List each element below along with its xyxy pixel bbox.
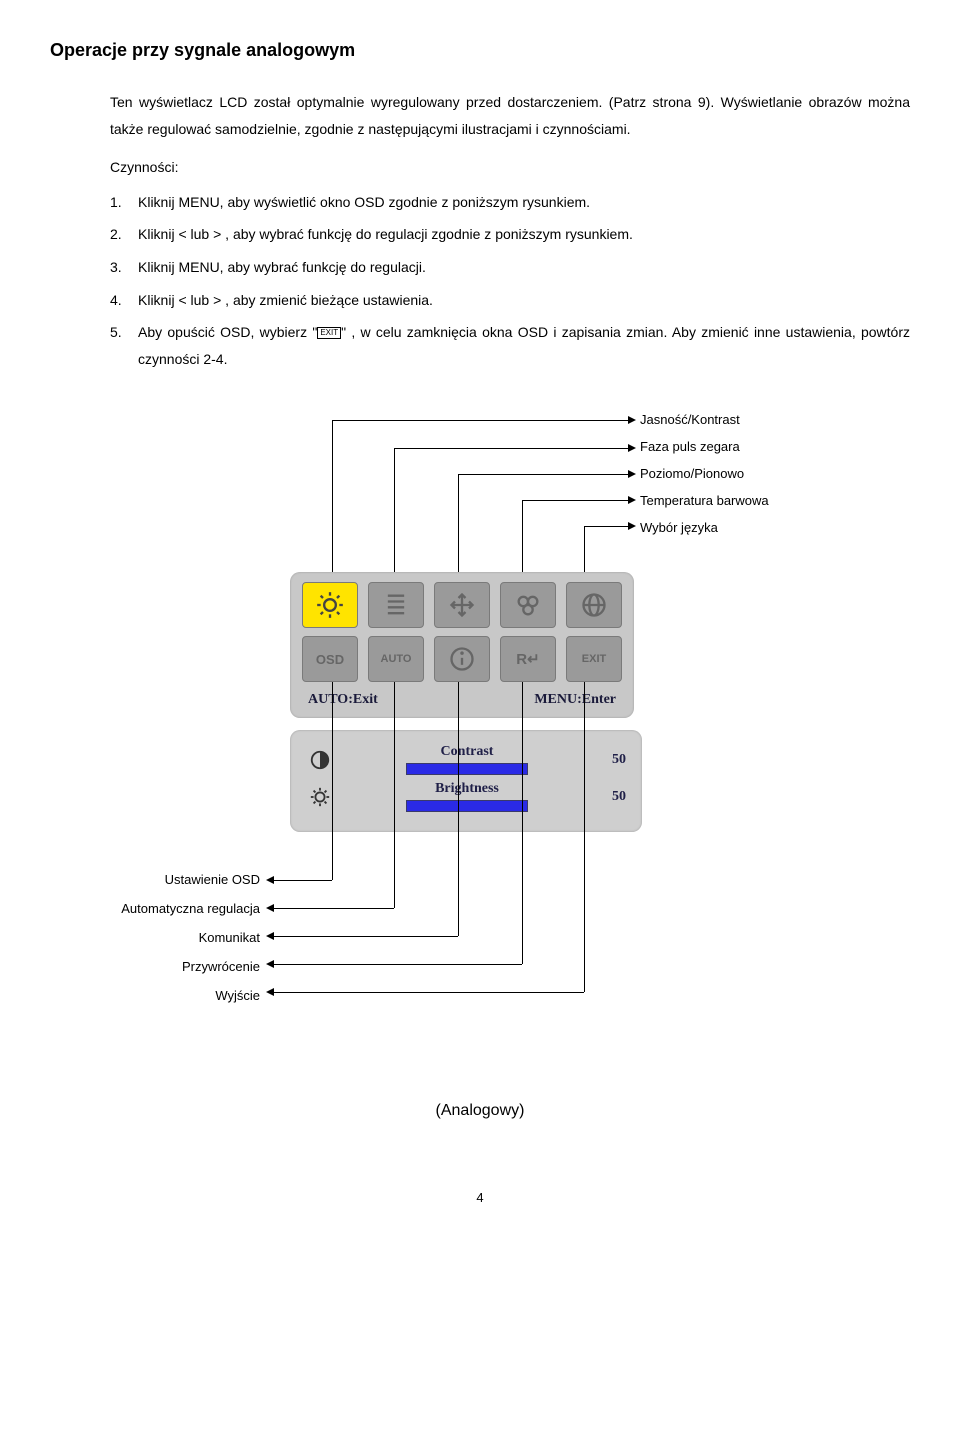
page-title: Operacje przy sygnale analogowym xyxy=(50,40,910,61)
brightness-icon xyxy=(316,591,344,619)
step5-part-a: Aby opuścić OSD, wybierz " xyxy=(138,324,317,340)
bars-icon xyxy=(382,591,410,619)
osd-row-2: OSD AUTO R↵ EXIT xyxy=(302,636,622,682)
step-num: 1. xyxy=(110,189,138,216)
step-num: 5. xyxy=(110,319,138,372)
osd-diagram: Jasność/Kontrast Faza puls zegara Poziom… xyxy=(50,412,910,1052)
osd-btn-color[interactable] xyxy=(500,582,556,628)
step-num: 2. xyxy=(110,221,138,248)
brightness-label: Brightness xyxy=(344,781,590,797)
osd-btn-position[interactable] xyxy=(434,582,490,628)
contrast-value: 50 xyxy=(590,752,626,768)
osd-btn-info[interactable] xyxy=(434,636,490,682)
osd-row-1 xyxy=(302,582,622,628)
hint-auto-exit: AUTO:Exit xyxy=(308,692,378,708)
osd-btn-reset[interactable]: R↵ xyxy=(500,636,556,682)
osd-btn-brightness[interactable] xyxy=(302,582,358,628)
mode-label: (Analogowy) xyxy=(50,1102,910,1120)
osd-btn-clock[interactable] xyxy=(368,582,424,628)
brightness-bar[interactable] xyxy=(406,800,528,812)
step-num: 3. xyxy=(110,254,138,281)
osd-btn-osd[interactable]: OSD xyxy=(302,636,358,682)
step-text: Kliknij < lub > , aby zmienić bieżące us… xyxy=(138,287,910,314)
step-text: Kliknij < lub > , aby wybrać funkcję do … xyxy=(138,221,910,248)
step-num: 4. xyxy=(110,287,138,314)
label-exit: Wyjście xyxy=(90,988,260,1003)
step-text: Kliknij MENU, aby wybrać funkcję do regu… xyxy=(138,254,910,281)
globe-icon xyxy=(580,591,608,619)
brightness-sub-icon xyxy=(306,783,334,811)
hint-menu-enter: MENU:Enter xyxy=(534,692,616,708)
osd-sub-panel: Contrast 50 Brightness 50 xyxy=(290,730,642,832)
exit-badge-icon: EXIT xyxy=(317,327,341,339)
intro-text: Ten wyświetlacz LCD został optymalnie wy… xyxy=(110,89,910,142)
label-osd-setting: Ustawienie OSD xyxy=(90,872,260,887)
step-text: Aby opuścić OSD, wybierz "EXIT" , w celu… xyxy=(138,319,910,372)
label-reset: Przywrócenie xyxy=(90,959,260,974)
osd-btn-exit[interactable]: EXIT xyxy=(566,636,622,682)
left-labels-group: Ustawienie OSD Automatyczna regulacja Ko… xyxy=(90,872,260,1017)
right-labels-group: Jasność/Kontrast Faza puls zegara Poziom… xyxy=(640,412,769,547)
info-icon xyxy=(448,645,476,673)
label-brightness-contrast: Jasność/Kontrast xyxy=(640,412,769,427)
label-language: Wybór języka xyxy=(640,520,769,535)
osd-btn-auto[interactable]: AUTO xyxy=(368,636,424,682)
osd-hint-bar: AUTO:Exit MENU:Enter xyxy=(302,690,622,714)
steps-heading: Czynności: xyxy=(110,154,910,181)
osd-menu-panel: OSD AUTO R↵ EXIT AUTO:Exit MENU:Enter xyxy=(290,572,634,718)
contrast-label: Contrast xyxy=(344,744,590,760)
contrast-bar[interactable] xyxy=(406,763,528,775)
brightness-row: Brightness 50 xyxy=(306,781,626,812)
label-color-temp: Temperatura barwowa xyxy=(640,493,769,508)
color-icon xyxy=(514,591,542,619)
page-number: 4 xyxy=(50,1190,910,1205)
brightness-value: 50 xyxy=(590,789,626,805)
osd-btn-language[interactable] xyxy=(566,582,622,628)
step-text: Kliknij MENU, aby wyświetlić okno OSD zg… xyxy=(138,189,910,216)
contrast-icon xyxy=(306,746,334,774)
label-auto-adjust: Automatyczna regulacja xyxy=(90,901,260,916)
label-clock-phase: Faza puls zegara xyxy=(640,439,769,454)
move-icon xyxy=(448,591,476,619)
label-message: Komunikat xyxy=(90,930,260,945)
contrast-row: Contrast 50 xyxy=(306,744,626,775)
label-hv-position: Poziomo/Pionowo xyxy=(640,466,769,481)
